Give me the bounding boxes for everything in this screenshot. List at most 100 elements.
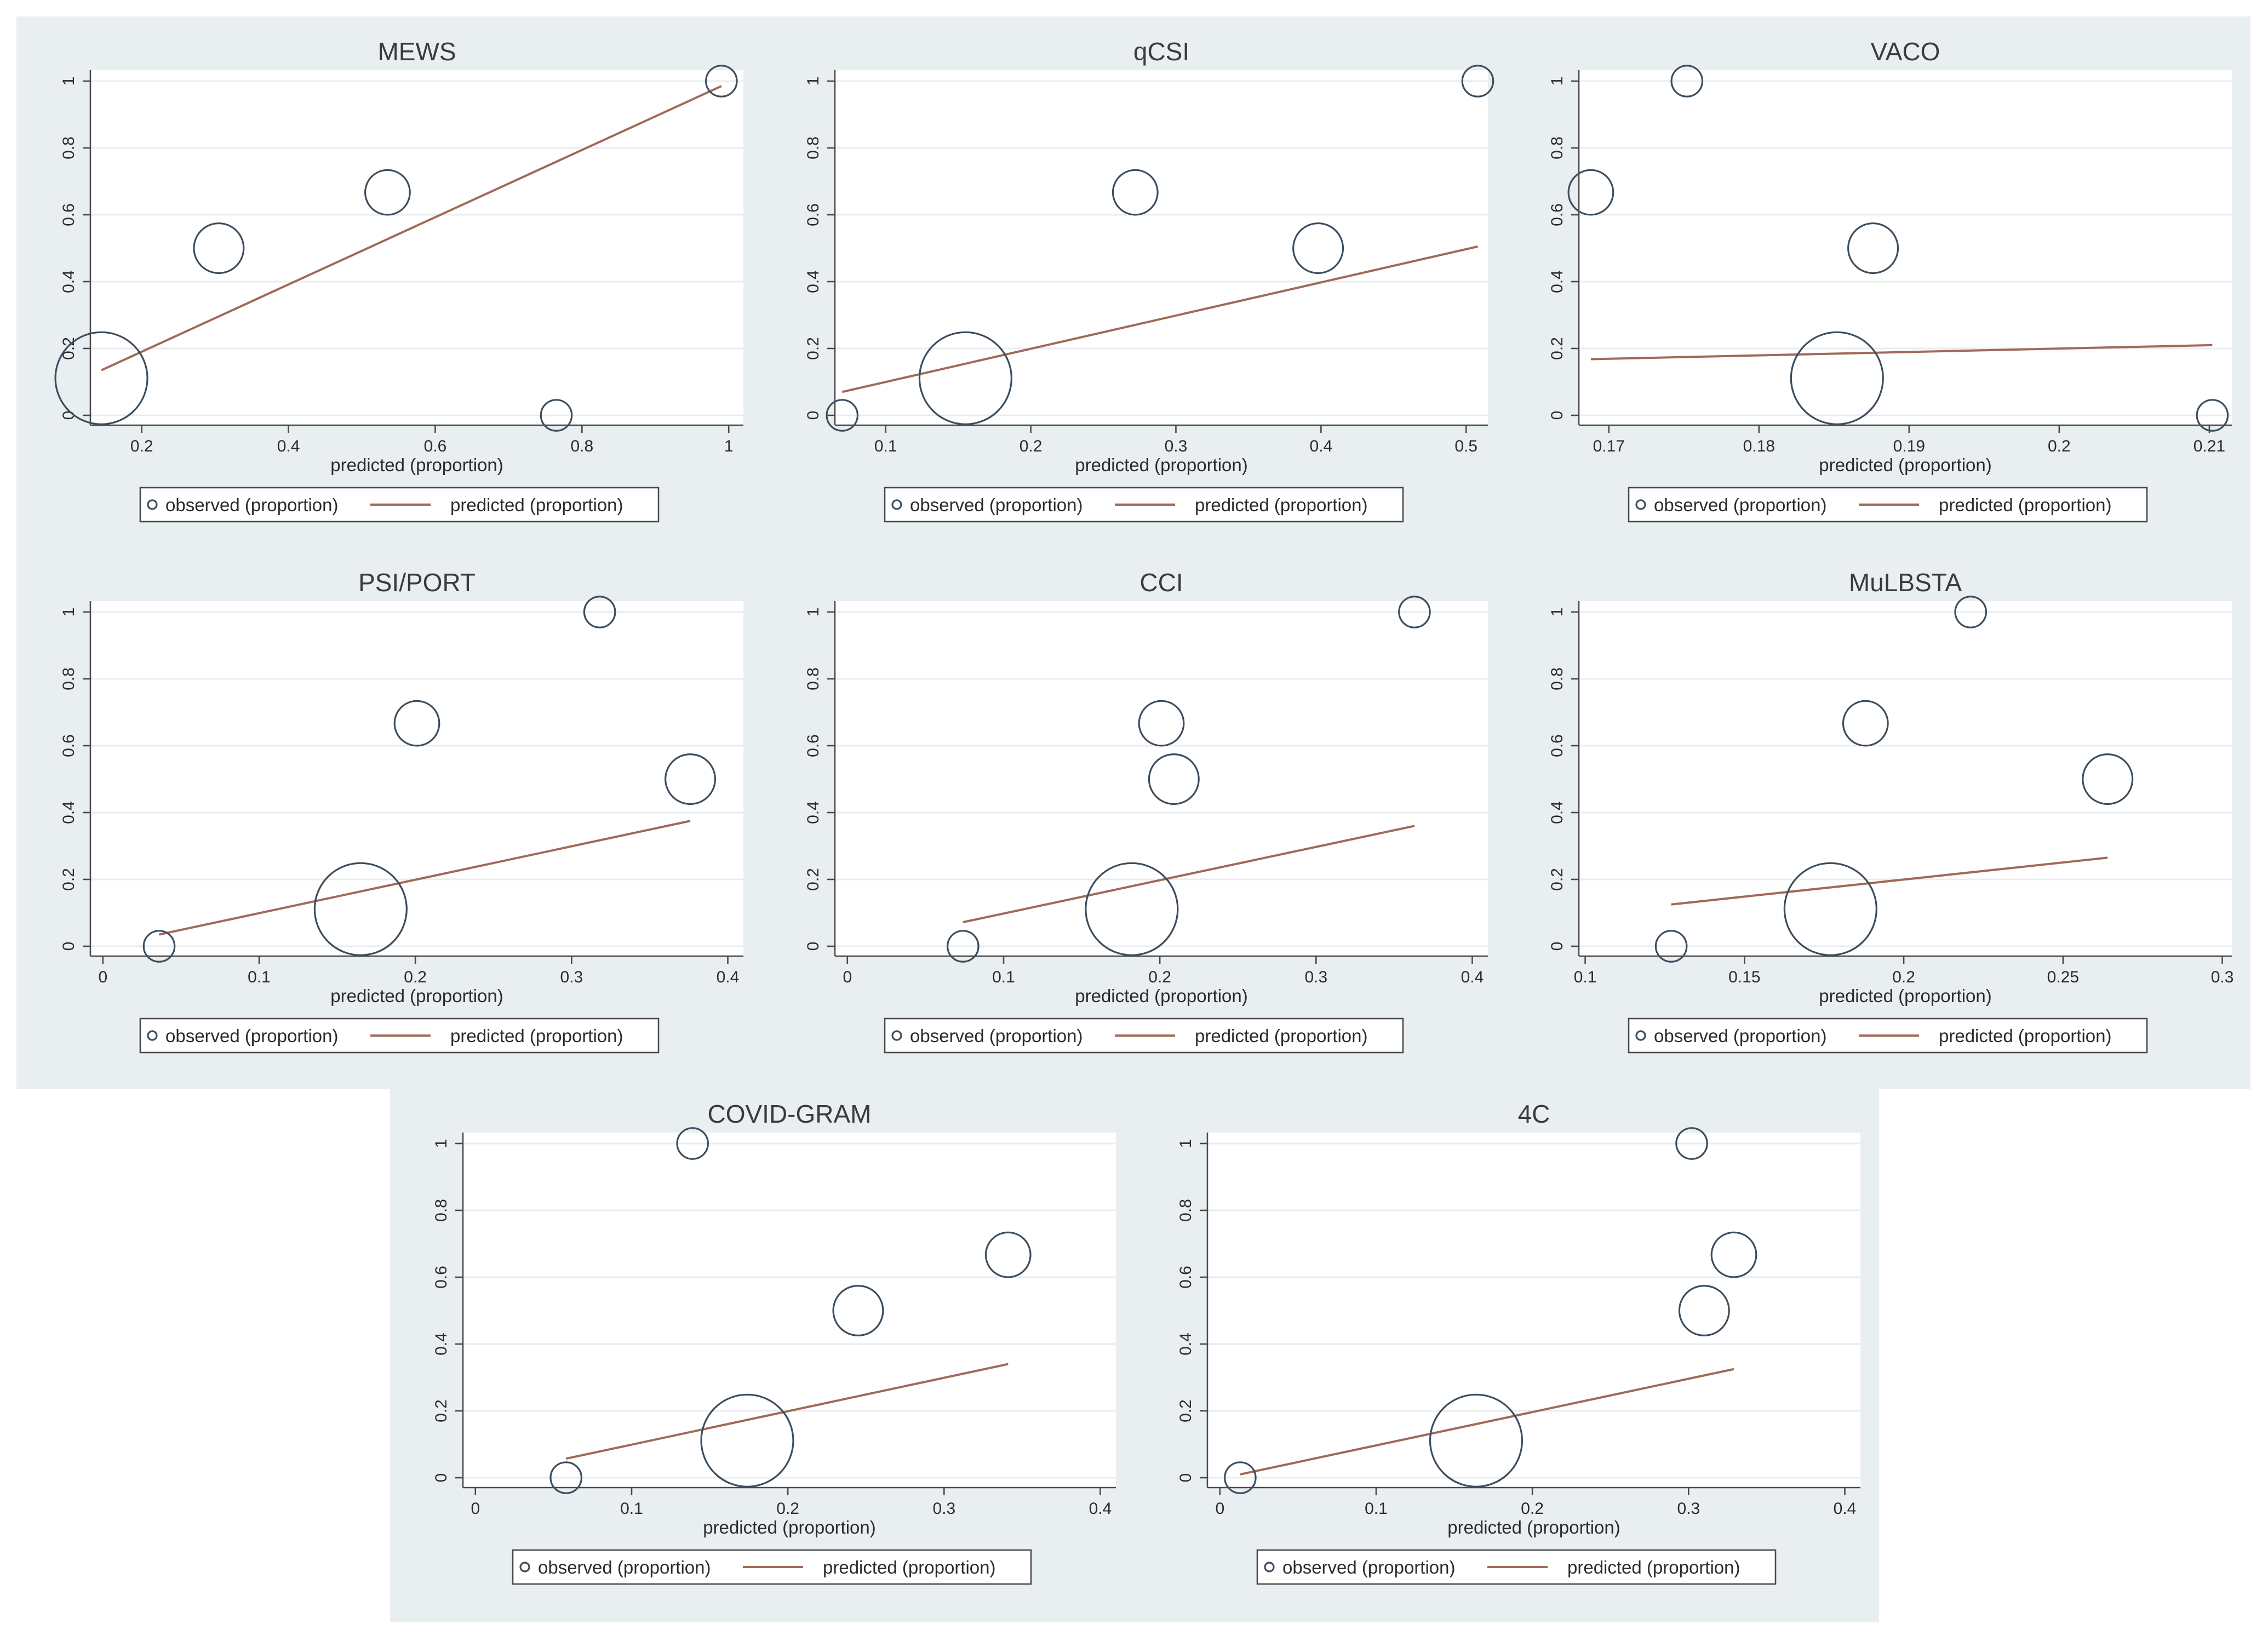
x-tick-label: 0.4: [1834, 1500, 1857, 1518]
plot-area: [835, 601, 1488, 956]
y-tick-label: 0.6: [60, 203, 78, 226]
observed-point: [984, 1231, 1032, 1278]
observed-point: [54, 331, 148, 425]
y-tick-label: 0: [804, 411, 822, 420]
x-tick-label: 0.3: [1677, 1500, 1700, 1518]
observed-point: [393, 700, 440, 747]
y-tick-label: 0.6: [804, 734, 822, 757]
observed-point: [1670, 65, 1704, 98]
y-tick-label: 0.8: [1548, 136, 1566, 159]
panel-title: qCSI: [1133, 37, 1189, 66]
legend-predicted-label: predicted (proportion): [1567, 1557, 1740, 1577]
legend-observed-marker: [519, 1562, 530, 1573]
plot-area: [90, 70, 743, 425]
predicted-fit-line: [1240, 1368, 1734, 1476]
x-axis-label: predicted (proportion): [1075, 986, 1248, 1006]
observed-point: [1398, 596, 1431, 628]
x-tick-label: 0.5: [1454, 437, 1477, 455]
y-tick-label: 0: [804, 942, 822, 951]
y-tick-label: 1: [60, 608, 78, 617]
x-axis-label: predicted (proportion): [1075, 455, 1248, 475]
observed-point: [1675, 1127, 1708, 1160]
predicted-fit-line: [159, 820, 691, 936]
legend-observed-marker: [1635, 1030, 1646, 1041]
observed-point: [193, 222, 245, 275]
y-tick-label: 0.4: [1548, 270, 1566, 293]
y-tick-label: 0.8: [60, 136, 78, 159]
y-tick-label: 1: [1177, 1139, 1195, 1148]
observed-point: [313, 862, 408, 956]
y-tick-label: 0.4: [1548, 801, 1566, 824]
x-tick-label: 0.21: [2193, 437, 2225, 455]
x-tick-label: 0.4: [1461, 968, 1484, 986]
y-tick-label: 0.4: [60, 801, 78, 824]
plot-area: [1207, 1133, 1860, 1488]
observed-point: [1085, 862, 1179, 956]
x-tick-label: 0.1: [874, 437, 897, 455]
legend-predicted-label: predicted (proportion): [1939, 1026, 2112, 1046]
x-tick-label: 0.4: [1310, 437, 1333, 455]
observed-point: [1678, 1284, 1730, 1337]
panel-title: 4C: [1518, 1100, 1550, 1128]
legend-observed-marker: [891, 1030, 902, 1041]
x-tick-label: 0.4: [1089, 1500, 1112, 1518]
predicted-fit-line: [1590, 344, 2213, 361]
y-tick-label: 0.2: [804, 337, 822, 360]
x-tick-label: 0.8: [570, 437, 593, 455]
x-axis-label: predicted (proportion): [330, 986, 503, 1006]
x-tick-label: 0.4: [277, 437, 300, 455]
plot-area: [90, 601, 743, 956]
panel-4c: 4C 0 0.2 0.4 0.6 0.8 1 0 0.1 0.2 0.3 0.4 predicted (…: [1177, 1100, 1860, 1585]
observed-point: [142, 930, 176, 963]
observed-point: [1292, 222, 1344, 275]
y-tick-label: 0.6: [1548, 203, 1566, 226]
observed-point: [1954, 596, 1988, 628]
observed-point: [1138, 700, 1185, 747]
predicted-fit-line: [841, 245, 1478, 393]
y-tick-label: 0.6: [804, 203, 822, 226]
y-tick-label: 0.4: [804, 270, 822, 293]
observed-point: [549, 1461, 583, 1494]
y-tick-label: 0.8: [804, 136, 822, 159]
legend-observed-marker: [891, 499, 902, 510]
x-tick-label: 0: [843, 968, 852, 986]
x-tick-label: 0: [471, 1500, 480, 1518]
plot-area: [1579, 601, 2232, 956]
panel-cci: CCI 0 0.2 0.4 0.6 0.8 1 0 0.1 0.2 0.3 0.4 predicted …: [804, 568, 1488, 1054]
plot-area: [463, 1133, 1116, 1488]
observed-point: [1112, 169, 1159, 216]
y-tick-label: 0.2: [1548, 337, 1566, 360]
x-tick-label: 0.17: [1593, 437, 1625, 455]
observed-point: [918, 331, 1013, 425]
observed-point: [700, 1393, 794, 1488]
y-tick-label: 0.6: [1548, 734, 1566, 757]
y-tick-label: 0.4: [60, 270, 78, 293]
y-tick-label: 0.8: [804, 667, 822, 690]
x-tick-label: 0.6: [424, 437, 447, 455]
observed-point: [1429, 1393, 1524, 1488]
y-tick-label: 0.6: [432, 1266, 450, 1289]
legend-predicted-label: predicted (proportion): [1195, 1026, 1368, 1046]
legend-observed-label: observed (proportion): [165, 1026, 339, 1046]
observed-point: [2196, 399, 2229, 432]
legend-observed-marker: [147, 499, 158, 510]
legend-observed-label: observed (proportion): [1654, 495, 1827, 515]
legend-observed-marker: [1635, 499, 1646, 510]
legend-predicted-label: predicted (proportion): [450, 495, 623, 515]
panel-psi-port: PSI/PORT 0 0.2 0.4 0.6 0.8 1 0 0.1 0.2 0.3 0.4 predi…: [60, 568, 743, 1054]
x-tick-label: 0.3: [2211, 968, 2234, 986]
x-tick-label: 0.1: [620, 1500, 643, 1518]
observed-point: [2082, 753, 2134, 805]
legend-observed-label: observed (proportion): [538, 1557, 711, 1577]
y-tick-label: 0.6: [60, 734, 78, 757]
x-tick-label: 0.2: [1020, 437, 1043, 455]
x-tick-label: 0.15: [1728, 968, 1760, 986]
y-tick-label: 0: [1177, 1473, 1195, 1483]
x-tick-label: 0.2: [1892, 968, 1915, 986]
y-tick-label: 1: [1548, 77, 1566, 86]
plot-area: [1579, 70, 2232, 425]
predicted-fit-line: [963, 825, 1415, 924]
x-axis-label: predicted (proportion): [1819, 455, 1992, 475]
x-tick-label: 0.1: [992, 968, 1015, 986]
observed-point: [705, 65, 738, 98]
